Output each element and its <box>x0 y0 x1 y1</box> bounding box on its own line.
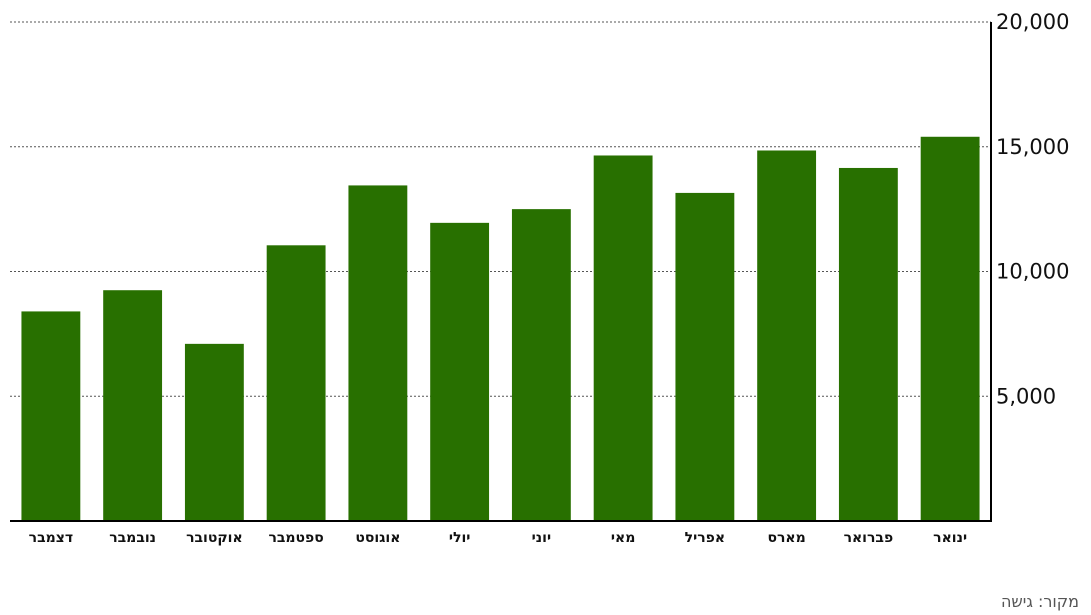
x-tick-label: דצמבר <box>29 530 73 546</box>
x-tick-label: אוקטובר <box>186 530 243 546</box>
source-note: מקור: גישה <box>1000 592 1079 611</box>
bars <box>21 136 980 522</box>
x-tick-label: פברואר <box>844 530 894 546</box>
y-tick-label: 5,000 <box>996 384 1056 408</box>
bar <box>675 192 735 521</box>
x-tick-label: ספטמבר <box>268 530 323 546</box>
bar <box>920 136 980 521</box>
gridlines <box>10 21 991 397</box>
x-tick-label: אפריל <box>685 530 725 546</box>
bar <box>348 185 408 522</box>
y-tick-label: 20,000 <box>996 10 1069 34</box>
x-tick-labels: ינואר פברואר מארס אפריל מאי יוני יולי אוגוסט ספט… <box>29 530 967 546</box>
y-tick-label: 10,000 <box>996 260 1069 284</box>
bar <box>593 155 653 522</box>
bar <box>266 245 326 522</box>
bar <box>21 311 81 521</box>
x-tick-label: מאי <box>611 530 635 546</box>
bar <box>103 290 163 521</box>
x-tick-label: נובמבר <box>109 530 156 546</box>
bar <box>511 209 571 521</box>
bar <box>838 167 898 521</box>
y-tick-label: 15,000 <box>996 135 1069 159</box>
x-tick-label: אוגוסט <box>355 530 400 546</box>
bar <box>430 222 490 521</box>
x-tick-label: מארס <box>767 530 805 546</box>
y-tick-labels: 5,000 10,000 15,000 20,000 <box>996 10 1069 408</box>
x-tick-label: יולי <box>449 530 471 546</box>
bar <box>184 343 244 521</box>
x-tick-label: ינואר <box>933 530 967 546</box>
bar <box>757 150 817 521</box>
x-tick-label: יוני <box>532 530 551 546</box>
